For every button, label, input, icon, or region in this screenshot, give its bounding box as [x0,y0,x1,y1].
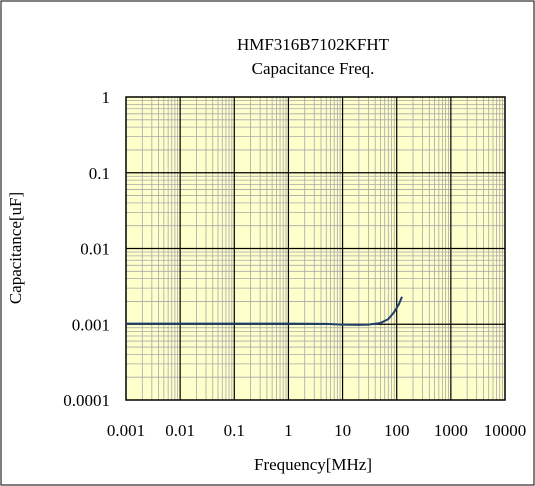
x-tick-label: 100 [384,421,410,440]
chart-subtitle: Capacitance Freq. [252,59,375,78]
series-line [126,296,403,326]
x-axis-label: Frequency[MHz] [254,455,372,474]
x-tick-labels: 0.001 0.01 0.1 1 10 100 1000 10000 [107,421,526,440]
y-tick-label: 0.0001 [63,391,110,410]
y-tick-labels: 0.0001 0.001 0.01 0.1 1 [63,88,110,410]
major-grid [126,97,505,400]
data-series [126,296,403,326]
y-tick-label: 0.001 [72,315,110,334]
y-axis-label: Capacitance[uF] [6,192,25,304]
x-tick-label: 10000 [484,421,527,440]
y-tick-label: 0.1 [89,164,110,183]
chart-title: HMF316B7102KFHT [237,35,390,54]
y-tick-label: 1 [102,88,111,107]
y-tick-label: 0.01 [80,240,110,259]
x-tick-label: 1 [284,421,293,440]
x-tick-label: 0.1 [224,421,245,440]
x-tick-label: 10 [334,421,351,440]
plot-border [125,96,506,401]
x-tick-label: 0.01 [165,421,195,440]
x-tick-label: 0.001 [107,421,145,440]
x-tick-label: 1000 [434,421,468,440]
